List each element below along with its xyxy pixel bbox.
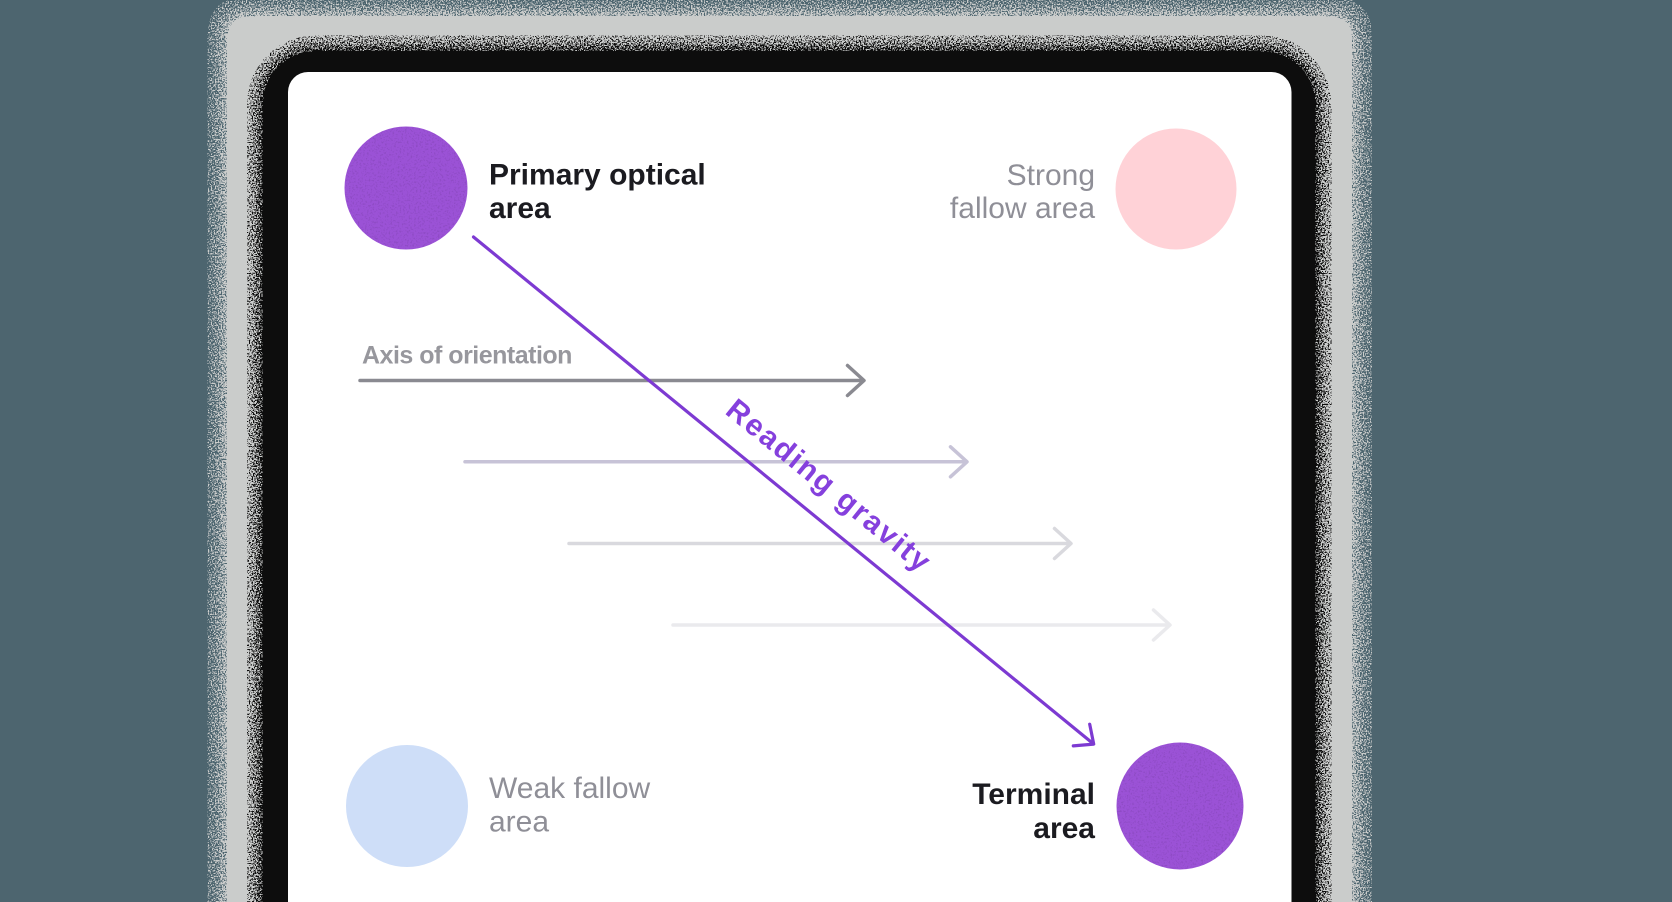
svg-text:fallow area: fallow area (950, 192, 1095, 225)
svg-text:Strong: Strong (1007, 159, 1095, 192)
svg-text:Axis of orientation: Axis of orientation (362, 342, 572, 370)
svg-text:area: area (1033, 812, 1095, 845)
svg-text:area: area (489, 192, 551, 225)
svg-text:Weak fallow: Weak fallow (489, 772, 651, 805)
svg-text:Primary optical: Primary optical (489, 159, 706, 192)
svg-text:area: area (489, 806, 549, 839)
svg-text:Terminal: Terminal (972, 778, 1095, 811)
